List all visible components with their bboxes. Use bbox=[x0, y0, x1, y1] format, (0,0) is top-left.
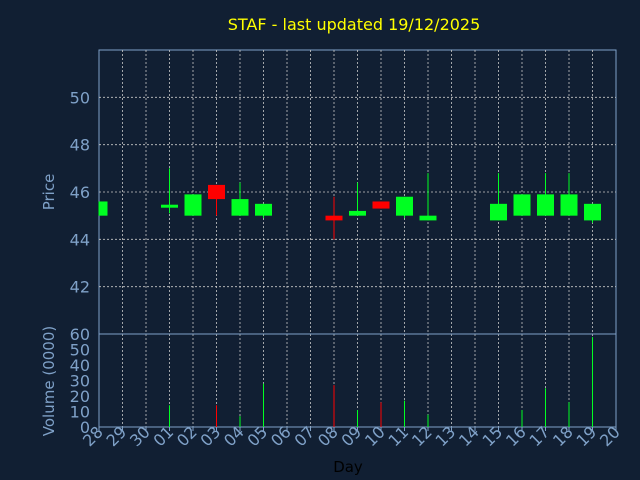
candle-body bbox=[490, 203, 507, 221]
price-axis-label: Price bbox=[40, 174, 58, 211]
x-axis: 2829300102030405060708091011121314151617… bbox=[79, 422, 624, 450]
candle-body bbox=[513, 194, 531, 216]
volume-tick-label: 60 bbox=[70, 325, 90, 344]
x-axis-label: Day bbox=[333, 458, 363, 476]
candle-body bbox=[419, 215, 437, 221]
volume-tick-label: 20 bbox=[70, 387, 90, 406]
price-tick-label: 48 bbox=[70, 136, 90, 155]
candle-body bbox=[349, 210, 366, 216]
candle-body bbox=[255, 203, 272, 216]
price-tick-label: 50 bbox=[70, 88, 90, 107]
price-tick-label: 46 bbox=[70, 183, 90, 202]
price-panel: 42 44 46 48 50 bbox=[70, 49, 617, 335]
candle-body bbox=[208, 184, 225, 200]
volume-tick-label: 30 bbox=[70, 372, 90, 391]
volume-tick-label: 50 bbox=[70, 341, 90, 360]
candle-body bbox=[537, 194, 554, 216]
candle-body bbox=[231, 199, 249, 216]
candle-body bbox=[372, 201, 390, 209]
candle-body bbox=[584, 203, 601, 221]
volume-tick-label: 40 bbox=[70, 356, 90, 375]
candle-body bbox=[325, 215, 343, 221]
candle-body bbox=[99, 201, 108, 216]
chart-title: STAF - last updated 19/12/2025 bbox=[228, 15, 481, 34]
price-tick-label: 42 bbox=[70, 278, 90, 297]
volume-tick-label: 10 bbox=[70, 403, 90, 422]
candle-body bbox=[396, 196, 413, 216]
volume-tick-label: 0 bbox=[80, 418, 90, 437]
candle-body bbox=[184, 194, 202, 216]
candle-body bbox=[161, 204, 178, 208]
volume-axis-label: Volume (0000) bbox=[40, 326, 58, 436]
candle-body bbox=[560, 194, 578, 216]
price-tick-label: 44 bbox=[70, 230, 90, 249]
